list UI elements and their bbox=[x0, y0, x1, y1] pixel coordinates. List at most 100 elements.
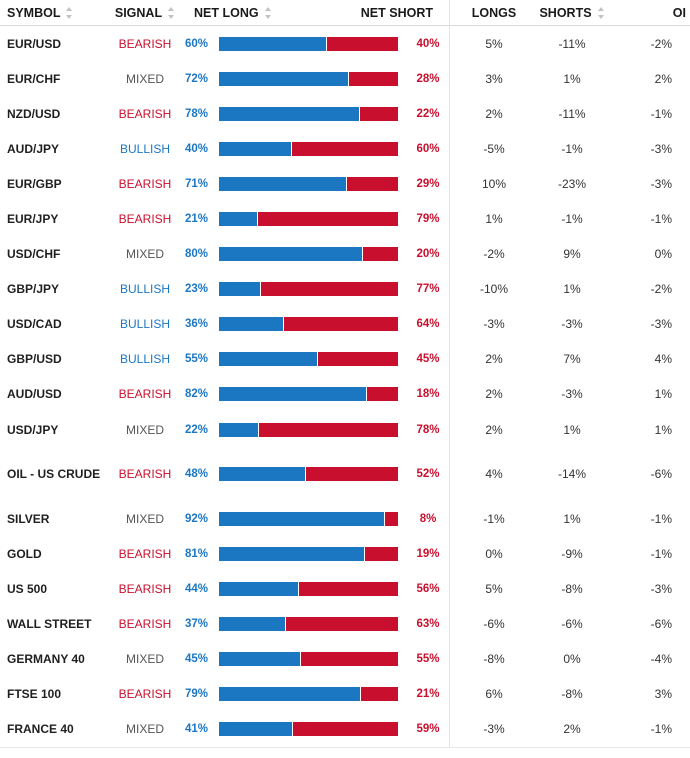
net-short-bar bbox=[304, 467, 398, 482]
symbol-link[interactable]: WALL STREET bbox=[7, 616, 92, 631]
oi-change: -3% bbox=[650, 176, 672, 191]
sentiment-bar bbox=[219, 467, 398, 482]
net-long-bar bbox=[219, 467, 305, 482]
header-net-long[interactable]: NET LONG bbox=[182, 0, 399, 26]
header-shorts-label: SHORTS bbox=[539, 5, 592, 20]
oi-change: 2% bbox=[654, 71, 672, 86]
oi-change: -1% bbox=[650, 722, 672, 737]
sentiment-bar bbox=[219, 422, 398, 437]
symbol-link[interactable]: NZD/USD bbox=[7, 106, 61, 121]
net-long-bar bbox=[219, 36, 327, 51]
net-long-value: 80% bbox=[184, 248, 208, 261]
net-short-value: 77% bbox=[416, 283, 440, 296]
symbol-link[interactable]: USD/JPY bbox=[7, 422, 59, 437]
sort-icon[interactable] bbox=[264, 6, 272, 19]
symbol-link[interactable]: OIL - US CRUDE bbox=[7, 467, 101, 482]
longs-change: 2% bbox=[449, 376, 524, 413]
sentiment-bar bbox=[219, 652, 398, 667]
sort-icon[interactable] bbox=[597, 6, 605, 19]
net-long-bar bbox=[219, 317, 284, 332]
sentiment-bar-cell bbox=[214, 61, 399, 96]
net-long-value: 21% bbox=[184, 213, 208, 226]
oi-change: -1% bbox=[650, 546, 672, 561]
sentiment-bar-cell bbox=[214, 536, 399, 571]
net-short-bar bbox=[283, 317, 398, 332]
symbol-link[interactable]: US 500 bbox=[7, 581, 48, 596]
net-long-bar bbox=[219, 387, 366, 402]
shorts-change: 9% bbox=[563, 247, 581, 262]
sentiment-bar bbox=[219, 546, 398, 561]
symbol-link[interactable]: USD/CAD bbox=[7, 317, 62, 332]
symbol-link[interactable]: GBP/USD bbox=[7, 352, 62, 367]
header-longs[interactable]: LONGS bbox=[449, 0, 524, 26]
signal-label: BEARISH bbox=[118, 36, 172, 51]
shorts-change: -23% bbox=[557, 176, 586, 191]
longs-change: 5% bbox=[449, 571, 524, 607]
longs-change: 5% bbox=[449, 26, 524, 62]
net-short-value: 78% bbox=[416, 423, 440, 436]
header-oi[interactable]: OI bbox=[614, 0, 690, 26]
header-symbol[interactable]: SYMBOL bbox=[0, 0, 102, 26]
oi-change: -6% bbox=[650, 616, 672, 631]
net-long-value: 45% bbox=[184, 653, 208, 666]
symbol-link[interactable]: FTSE 100 bbox=[7, 687, 62, 702]
header-shorts[interactable]: SHORTS bbox=[524, 0, 614, 26]
symbol-link[interactable]: EUR/JPY bbox=[7, 212, 59, 227]
net-long-value: 22% bbox=[184, 423, 208, 436]
net-long-bar bbox=[219, 71, 348, 86]
symbol-link[interactable]: EUR/USD bbox=[7, 36, 62, 51]
longs-change: 2% bbox=[449, 412, 524, 448]
signal-label: BEARISH bbox=[118, 467, 172, 482]
header-longs-label: LONGS bbox=[471, 5, 517, 20]
sentiment-bar-cell bbox=[214, 131, 399, 166]
shorts-change: 7% bbox=[563, 352, 581, 367]
sort-icon[interactable] bbox=[168, 6, 175, 19]
sort-icon[interactable] bbox=[66, 6, 73, 19]
sentiment-bar-cell bbox=[214, 377, 399, 412]
oi-change: 3% bbox=[654, 687, 672, 702]
net-long-bar bbox=[219, 141, 291, 156]
symbol-link[interactable]: SILVER bbox=[7, 511, 50, 526]
net-long-bar bbox=[219, 247, 363, 262]
shorts-change: -1% bbox=[561, 141, 583, 156]
signal-label: BULLISH bbox=[119, 282, 171, 297]
sentiment-bar bbox=[219, 282, 398, 297]
net-long-bar bbox=[219, 212, 257, 227]
symbol-link[interactable]: GBP/JPY bbox=[7, 282, 60, 297]
shorts-change: -6% bbox=[561, 616, 583, 631]
signal-label: BEARISH bbox=[118, 687, 172, 702]
signal-label: MIXED bbox=[125, 422, 164, 437]
header-signal[interactable]: SIGNAL bbox=[102, 0, 182, 26]
shorts-change: -9% bbox=[561, 546, 583, 561]
sentiment-bar bbox=[219, 71, 398, 86]
signal-label: MIXED bbox=[125, 71, 164, 86]
net-long-bar bbox=[219, 652, 300, 667]
symbol-link[interactable]: AUD/USD bbox=[7, 387, 62, 402]
net-short-value: 28% bbox=[416, 72, 440, 85]
header-net-short[interactable]: NET SHORT bbox=[361, 0, 449, 26]
net-short-bar bbox=[346, 176, 398, 191]
net-long-bar bbox=[219, 581, 298, 596]
symbol-link[interactable]: EUR/GBP bbox=[7, 176, 62, 191]
symbol-link[interactable]: GERMANY 40 bbox=[7, 652, 85, 667]
signal-label: MIXED bbox=[125, 247, 164, 262]
sentiment-bar bbox=[219, 247, 398, 262]
net-short-bar bbox=[360, 687, 398, 702]
net-long-bar bbox=[219, 546, 364, 561]
symbol-link[interactable]: USD/CHF bbox=[7, 247, 61, 262]
symbol-link[interactable]: FRANCE 40 bbox=[7, 722, 74, 737]
table-bottom-divider bbox=[0, 746, 690, 748]
symbol-link[interactable]: GOLD bbox=[7, 546, 42, 561]
symbol-link[interactable]: AUD/JPY bbox=[7, 141, 60, 156]
oi-change: 1% bbox=[654, 387, 672, 402]
net-long-value: 40% bbox=[184, 142, 208, 155]
shorts-change: -11% bbox=[558, 36, 586, 51]
net-long-bar bbox=[219, 176, 347, 191]
net-short-value: 64% bbox=[416, 318, 440, 331]
symbol-link[interactable]: EUR/CHF bbox=[7, 71, 61, 86]
longs-change: -6% bbox=[449, 606, 524, 642]
longs-change: 4% bbox=[449, 447, 524, 502]
oi-change: -1% bbox=[650, 212, 672, 227]
longs-change: -3% bbox=[449, 306, 524, 342]
